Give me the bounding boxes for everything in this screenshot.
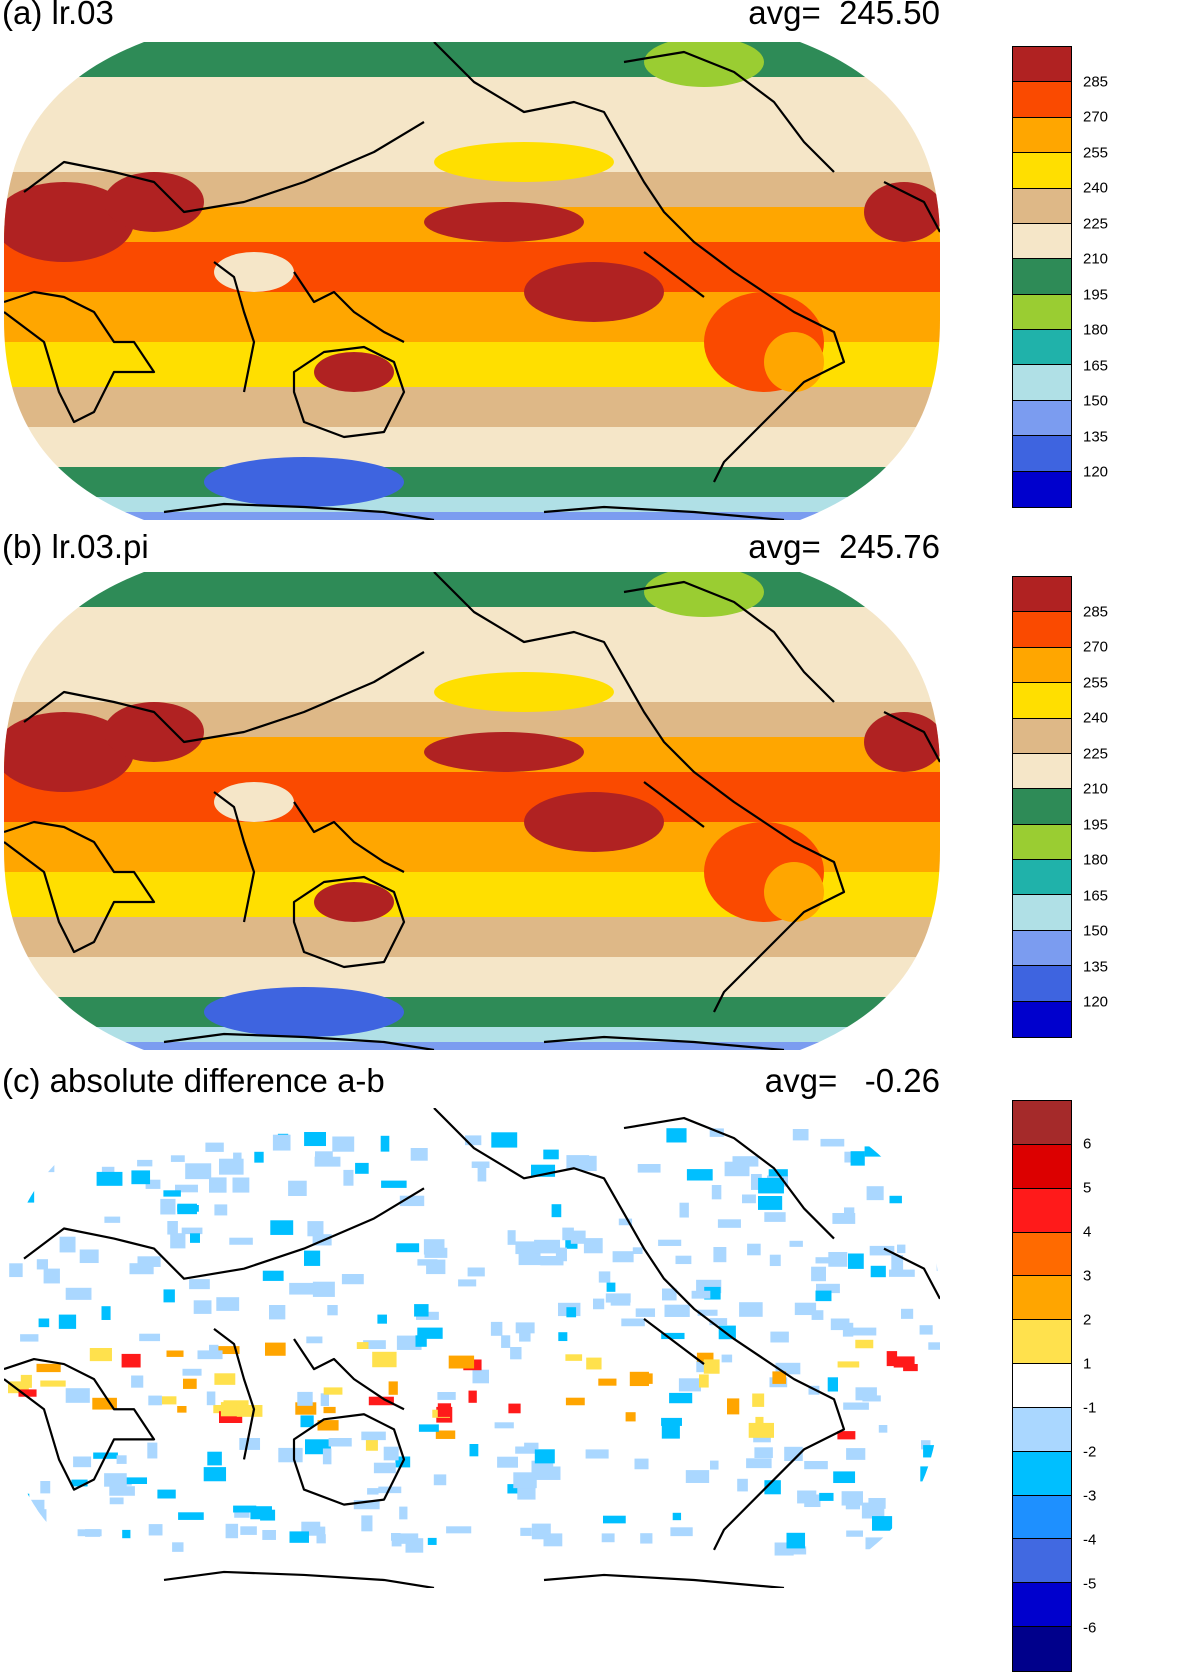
colorbar-tick-label: 150 bbox=[1083, 392, 1109, 410]
colorbar-tick-label: 150 bbox=[1083, 922, 1109, 940]
colorbar-swatch bbox=[1013, 1276, 1071, 1321]
colorbar-tick-label: 210 bbox=[1083, 250, 1109, 268]
colorbar-swatch bbox=[1013, 753, 1071, 790]
colorbar-swatch bbox=[1013, 436, 1071, 472]
colorbar-swatch bbox=[1013, 1539, 1071, 1584]
colorbar-tick-label: 1 bbox=[1083, 1355, 1092, 1373]
colorbar-swatch bbox=[1013, 1495, 1071, 1540]
colorbar-tick-label: 240 bbox=[1083, 179, 1109, 197]
coastlines bbox=[4, 572, 940, 1050]
colorbar-swatch bbox=[1013, 117, 1071, 154]
temperature-map bbox=[4, 42, 940, 520]
colorbar-swatch bbox=[1013, 471, 1071, 507]
colorbar-swatch bbox=[1013, 223, 1071, 260]
colorbar-tick-label: 195 bbox=[1083, 286, 1109, 304]
colorbar-tick-label: 180 bbox=[1083, 321, 1109, 339]
colorbar-swatch bbox=[1013, 1001, 1071, 1037]
colorbar-tick-label: 5 bbox=[1083, 1179, 1092, 1197]
panel-average: avg= -0.26 bbox=[764, 1062, 940, 1099]
colorbar-tick-label: -6 bbox=[1083, 1619, 1097, 1637]
panel-b: (b) lr.03.pi avg= 245.76 285 270 255 240 225… bbox=[0, 528, 1188, 1054]
colorbar-tick-label: -1 bbox=[1083, 1399, 1097, 1417]
panel-c: (c) absolute difference a-b avg= -0.26 6… bbox=[0, 1062, 1188, 1677]
colorbar-tick-label: -2 bbox=[1083, 1443, 1097, 1461]
colorbar-tick-label: -3 bbox=[1083, 1487, 1097, 1505]
colorbar-swatch bbox=[1013, 577, 1071, 613]
colorbar-swatch bbox=[1013, 860, 1071, 896]
colorbar-swatch bbox=[1013, 1451, 1071, 1496]
colorbar-swatch bbox=[1013, 1320, 1071, 1365]
colorbar-swatch bbox=[1013, 259, 1071, 295]
map-field bbox=[4, 572, 940, 1050]
colorbar-labels: 285 270 255 240 225 210 195 180 165 150 135 120 bbox=[1083, 576, 1143, 1038]
colorbar-swatch bbox=[1013, 895, 1071, 931]
colorbar bbox=[1012, 576, 1072, 1038]
map-field bbox=[4, 42, 940, 520]
difference-map bbox=[4, 1108, 940, 1588]
colorbar-tick-label: 3 bbox=[1083, 1267, 1092, 1285]
map-field bbox=[4, 1108, 940, 1588]
colorbar-swatch bbox=[1013, 1407, 1071, 1452]
colorbar-tick-label: -4 bbox=[1083, 1531, 1097, 1549]
colorbar-swatch bbox=[1013, 718, 1071, 754]
colorbar-swatch bbox=[1013, 47, 1071, 83]
colorbar-swatch bbox=[1013, 82, 1071, 118]
colorbar-tick-label: 180 bbox=[1083, 851, 1109, 869]
colorbar-swatch bbox=[1013, 789, 1071, 825]
colorbar-swatch bbox=[1013, 1583, 1071, 1628]
panel-average: avg= 245.76 bbox=[748, 528, 940, 565]
colorbar-swatch bbox=[1013, 612, 1071, 648]
colorbar-swatch bbox=[1013, 930, 1071, 967]
colorbar-tick-label: 255 bbox=[1083, 144, 1109, 162]
panel-title: (b) lr.03.pi bbox=[2, 528, 149, 565]
colorbar-swatch bbox=[1013, 400, 1071, 437]
colorbar-tick-label: 270 bbox=[1083, 638, 1109, 656]
colorbar-swatch bbox=[1013, 824, 1071, 860]
colorbar-swatch bbox=[1013, 647, 1071, 684]
colorbar-swatch bbox=[1013, 365, 1071, 401]
colorbar-swatch bbox=[1013, 294, 1071, 330]
colorbar-tick-label: 165 bbox=[1083, 887, 1109, 905]
panel-average: avg= 245.50 bbox=[748, 0, 940, 31]
colorbar bbox=[1012, 46, 1072, 508]
panel-a: (a) lr.03 avg= 245.50 285 270 255 240 225 210… bbox=[0, 0, 1188, 520]
colorbar-tick-label: 240 bbox=[1083, 709, 1109, 727]
colorbar-tick-label: 270 bbox=[1083, 108, 1109, 126]
colorbar-tick-label: 120 bbox=[1083, 463, 1109, 481]
colorbar-tick-label: 225 bbox=[1083, 215, 1109, 233]
colorbar-labels: 285 270 255 240 225 210 195 180 165 150 135 120 bbox=[1083, 46, 1143, 508]
colorbar-swatch bbox=[1013, 1101, 1071, 1145]
colorbar-tick-label: 2 bbox=[1083, 1311, 1092, 1329]
colorbar bbox=[1012, 1100, 1072, 1672]
temperature-map bbox=[4, 572, 940, 1050]
colorbar-tick-label: 255 bbox=[1083, 674, 1109, 692]
colorbar-tick-label: 225 bbox=[1083, 745, 1109, 763]
colorbar-tick-label: 195 bbox=[1083, 816, 1109, 834]
colorbar-swatch bbox=[1013, 966, 1071, 1002]
colorbar-labels: 6 5 4 3 2 1 -1 -2 -3 -4 -5 -6 bbox=[1083, 1100, 1143, 1672]
colorbar-tick-label: 285 bbox=[1083, 603, 1109, 621]
colorbar-swatch bbox=[1013, 330, 1071, 366]
colorbar-swatch bbox=[1013, 153, 1071, 189]
colorbar-tick-label: 165 bbox=[1083, 357, 1109, 375]
colorbar-tick-label: 6 bbox=[1083, 1135, 1092, 1153]
colorbar-swatch bbox=[1013, 1232, 1071, 1277]
colorbar-tick-label: 285 bbox=[1083, 73, 1109, 91]
panel-title: (c) absolute difference a-b bbox=[2, 1062, 385, 1099]
colorbar-swatch bbox=[1013, 1188, 1071, 1233]
colorbar-swatch bbox=[1013, 1144, 1071, 1189]
colorbar-swatch bbox=[1013, 1364, 1071, 1408]
colorbar-tick-label: 4 bbox=[1083, 1223, 1092, 1241]
panel-title: (a) lr.03 bbox=[2, 0, 114, 31]
colorbar-swatch bbox=[1013, 188, 1071, 224]
colorbar-tick-label: -5 bbox=[1083, 1575, 1097, 1593]
colorbar-tick-label: 135 bbox=[1083, 958, 1109, 976]
colorbar-swatch bbox=[1013, 1627, 1071, 1671]
coastlines bbox=[4, 42, 940, 520]
colorbar-tick-label: 135 bbox=[1083, 428, 1109, 446]
colorbar-tick-label: 210 bbox=[1083, 780, 1109, 798]
colorbar-swatch bbox=[1013, 683, 1071, 719]
coastlines bbox=[4, 1108, 940, 1588]
colorbar-tick-label: 120 bbox=[1083, 993, 1109, 1011]
